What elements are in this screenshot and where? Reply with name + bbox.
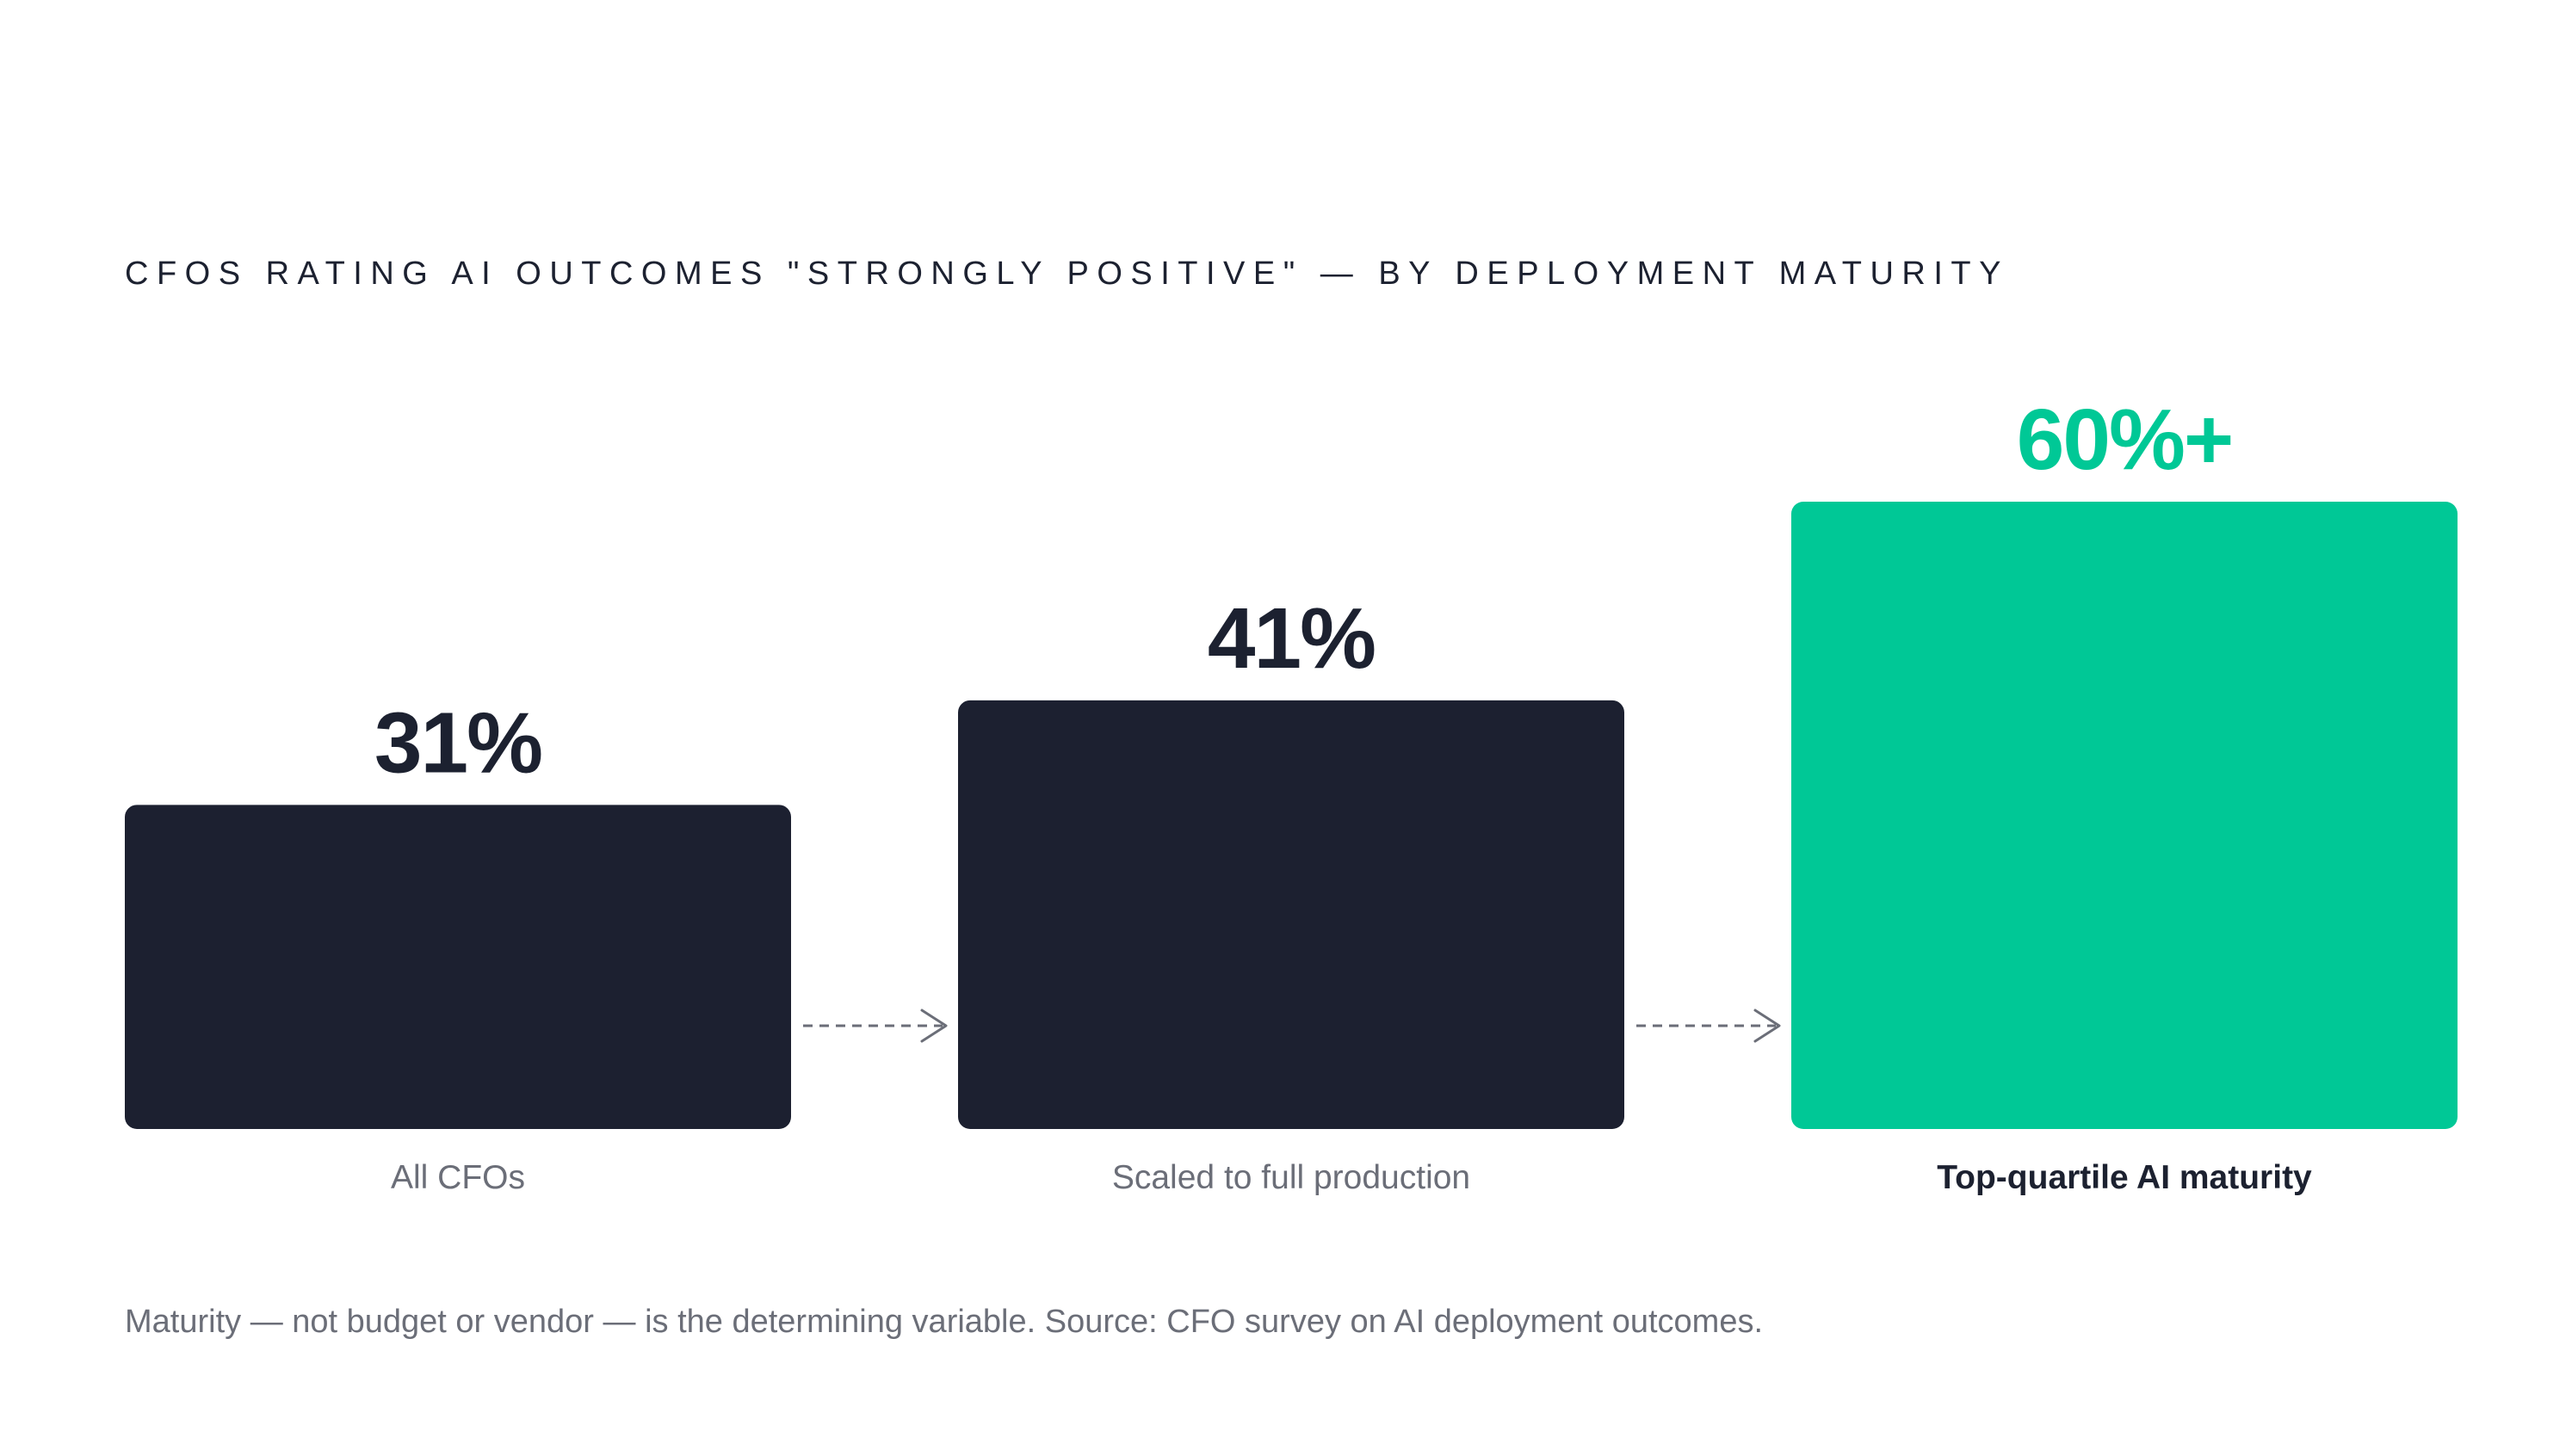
value-label-1: 31% bbox=[374, 694, 541, 791]
footnote: Maturity — not budget or vendor — is the… bbox=[125, 1304, 1763, 1340]
category-label-1: All CFOs bbox=[391, 1159, 525, 1196]
connector-arrow-2 bbox=[1636, 1009, 1781, 1043]
bar-1 bbox=[125, 805, 791, 1129]
value-label-2: 41% bbox=[1208, 590, 1375, 687]
value-label-3: 60%+ bbox=[2017, 392, 2233, 488]
bar-2 bbox=[958, 700, 1624, 1129]
chart-title: CFOS RATING AI OUTCOMES "STRONGLY POSITI… bbox=[125, 256, 2009, 292]
category-label-3: Top-quartile AI maturity bbox=[1937, 1159, 2312, 1196]
bar-3 bbox=[1791, 502, 2458, 1129]
connector-arrow-1 bbox=[803, 1009, 948, 1043]
bars-layer: 31% All CFOs 41% Scaled to full production 6… bbox=[125, 392, 2458, 1196]
category-label-2: Scaled to full production bbox=[1112, 1159, 1470, 1196]
